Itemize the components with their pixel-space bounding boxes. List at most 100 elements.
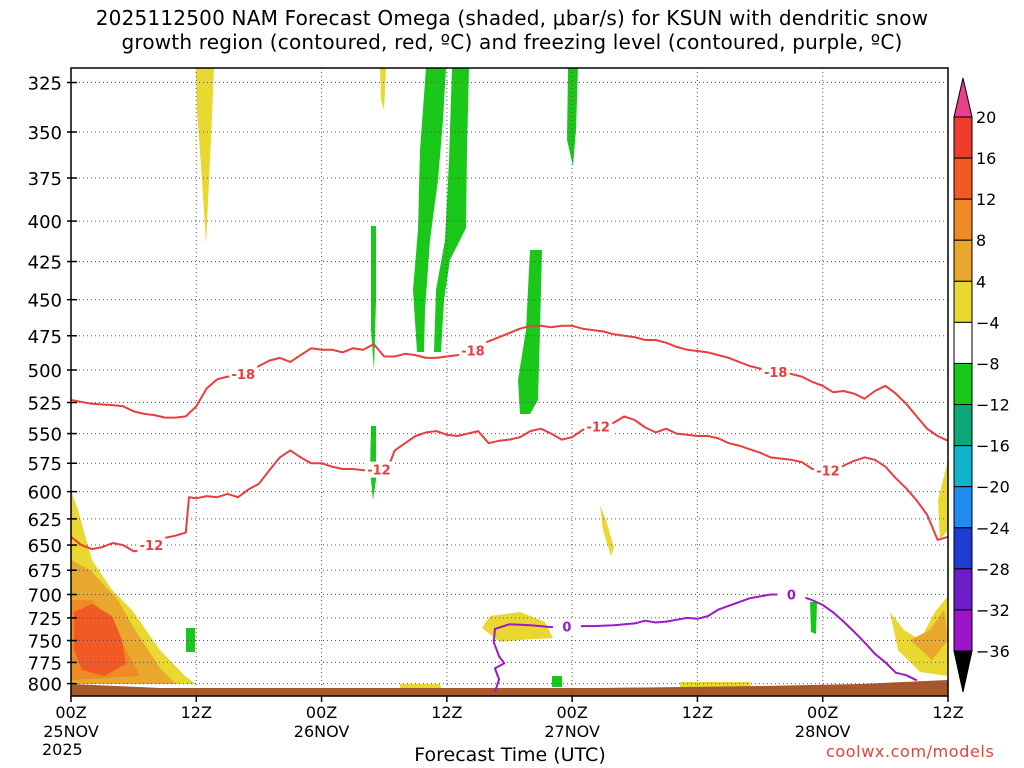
colorbar-label: 4 [976,272,986,291]
colorbar-band [953,362,973,406]
x-tick-sublabel: 27NOV [544,722,600,741]
contour-line [492,593,918,693]
contour-line [70,324,949,442]
colorbar-band [953,321,973,364]
x-tick-label: 00Z [556,703,587,722]
chart-title-line1: 2025112500 NAM Forecast Omega (shaded, μ… [95,6,929,30]
x-tick-label: 00Z [306,703,337,722]
omega-region-4 [600,505,614,556]
omega-region-1 [196,68,214,244]
y-tick-label: 600 [28,483,62,504]
y-tick-label: 400 [28,212,62,233]
chart-title: 2025112500 NAM Forecast Omega (shaded, μ… [0,6,1024,54]
y-tick-label: 450 [28,291,62,312]
y-tick-label: 675 [28,561,62,582]
contour-label: -18 [764,366,788,381]
contour-label: -12 [367,464,391,479]
omega-region-13 [413,68,446,352]
omega-region-6 [938,460,948,540]
chart-title-line2: growth region (contoured, red, ºC) and f… [121,30,903,54]
contour-label-bg [458,342,487,359]
x-tick-label: 12Z [682,703,713,722]
y-tick-label: 350 [28,123,62,144]
contour-label: -12 [816,465,840,480]
omega-region-22 [71,680,948,696]
omega-shading [71,68,948,696]
colorbar: 20 16 12 8 4 −4 −8 −12 −16 −20 −24 −28 −32 −36 [953,77,1010,693]
x-axis-label: Forecast Time (UTC) [414,744,606,766]
y-tick-label: 575 [28,454,62,475]
colorbar-label: 16 [976,149,996,168]
omega-region-21 [810,602,817,634]
year-label: 2025 [42,740,83,759]
tick-labels: 325 350 375 400 425 450 475 500 525 550 575 600 625 6… [28,74,964,741]
colorbar-label: −8 [976,354,1000,373]
colorbar-label: 8 [976,231,986,250]
x-tick-sublabel: 28NOV [795,722,851,741]
colorbar-label: −20 [976,478,1010,497]
contour-label-bg [761,363,790,380]
contour-label-bg [813,462,842,479]
omega-region-20 [552,676,562,687]
omega-region-3 [482,612,553,642]
omega-region-17 [371,226,376,370]
contour-label: 0 [787,589,796,604]
contour-label: -12 [586,420,610,435]
omega-region-2 [380,68,386,110]
colorbar-cap-top [953,77,973,118]
y-tick-label: 700 [28,586,62,607]
x-tick-sublabel: 26NOV [294,722,350,741]
contour-label-bg [137,537,166,554]
credit-link[interactable]: coolwx.com/models [826,742,995,761]
colorbar-cap-bottom [953,650,973,693]
omega-region-14 [434,68,469,352]
y-tick-label: 800 [28,675,62,696]
omega-region-19 [186,628,195,652]
y-tick-label: 500 [28,361,62,382]
colorbar-band [953,445,973,488]
contour-label: -18 [232,368,256,383]
colorbar-label: −36 [976,642,1010,661]
colorbar-label: 20 [976,108,996,127]
colorbar-label: −16 [976,437,1010,456]
y-tick-label: 775 [28,653,62,674]
omega-region-11 [74,604,126,676]
x-tick-sublabel: 25NOV [43,722,99,741]
contour-label-bg [552,618,581,635]
x-tick-label: 00Z [55,703,86,722]
contour-line [70,415,949,553]
colorbar-band [953,116,973,159]
colorbar-band [953,568,973,611]
y-tick-label: 425 [28,253,62,274]
y-tick-label: 750 [28,632,62,653]
y-tick-label: 375 [28,169,62,190]
contours: -18 -18 -18 -12 -12 -12 -12 0 0 [70,324,949,693]
contour-label-bg [229,365,258,382]
colorbar-band [953,609,973,652]
plot-frame [70,67,949,697]
omega-region-16 [518,250,542,414]
x-tick-label: 12Z [431,703,462,722]
colorbar-label: −12 [976,396,1010,415]
contour-label-bg [364,461,393,478]
colorbar-band [953,280,973,323]
y-tick-label: 525 [28,394,62,415]
contour-label: 0 [562,620,571,635]
chart-axes [67,67,949,702]
y-tick-label: 475 [28,327,62,348]
colorbar-band [953,404,973,447]
x-tick-label: 00Z [807,703,838,722]
x-tick-label: 12Z [181,703,212,722]
colorbar-band [953,239,973,282]
colorbar-label: −28 [976,560,1010,579]
colorbar-band [953,157,973,200]
x-tick-label: 12Z [932,703,963,722]
colorbar-band [953,198,973,241]
colorbar-label: −32 [976,601,1010,620]
y-tick-label: 625 [28,510,62,531]
contour-label-bg [584,418,613,435]
contour-label-bg [777,586,806,603]
colorbar-label: −24 [976,519,1010,538]
colorbar-label: 12 [976,190,996,209]
